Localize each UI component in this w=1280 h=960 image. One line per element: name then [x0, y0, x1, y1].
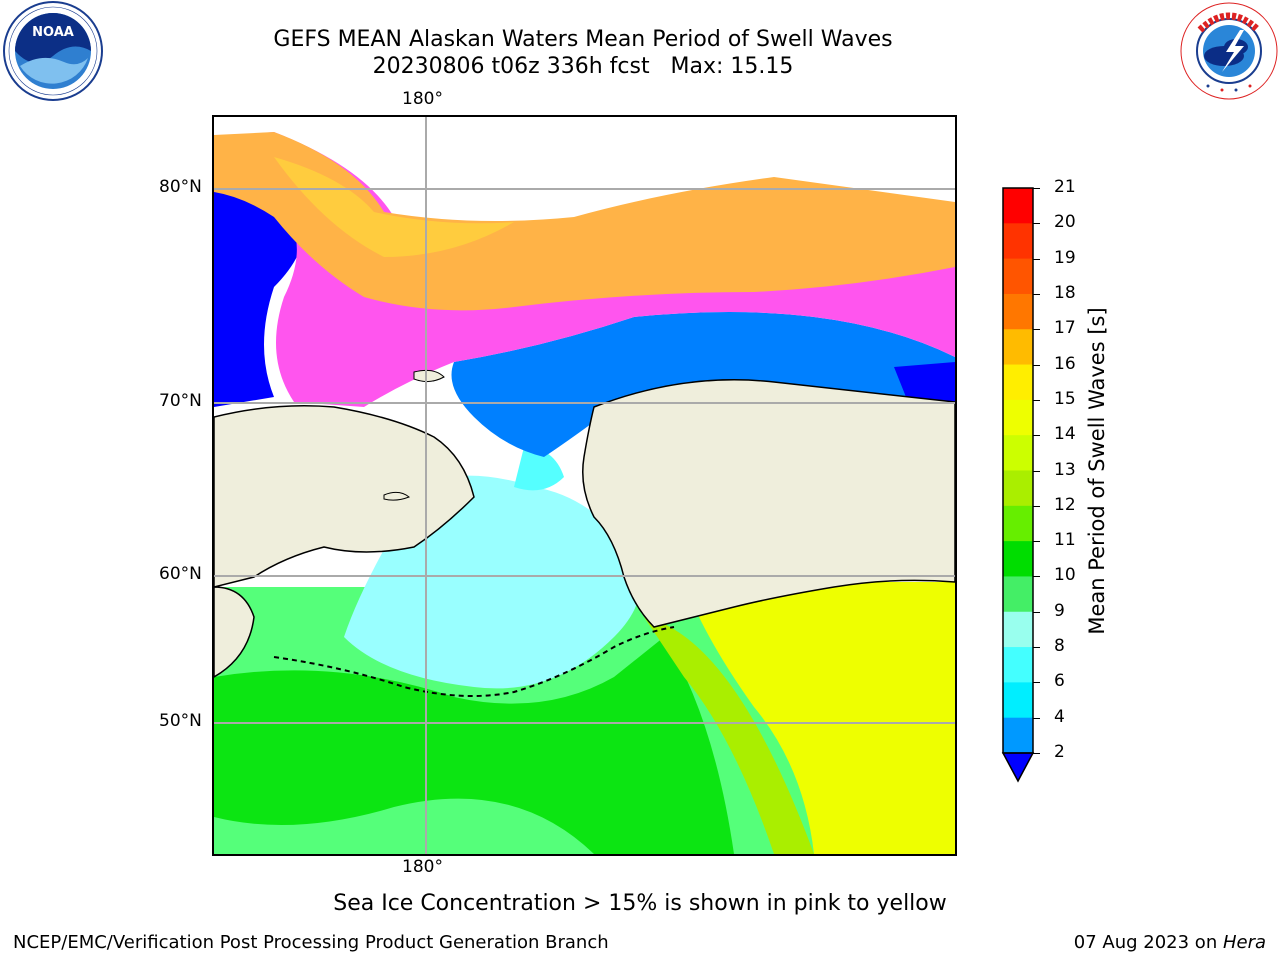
land-st-lawrence — [383, 491, 410, 501]
colorbar-segment — [1003, 258, 1033, 295]
noaa-logo: NOAA — [2, 0, 104, 102]
chart-title: GEFS MEAN Alaskan Waters Mean Period of … — [273, 27, 893, 52]
colorbar-tick-label: 12 — [1054, 494, 1076, 515]
colorbar-tick-mark — [1033, 364, 1040, 366]
aleutian-islands — [273, 626, 675, 697]
colorbar-tick-mark — [1033, 647, 1040, 649]
colorbar-tick-label: 9 — [1054, 600, 1065, 621]
colorbar-tick-label: 14 — [1054, 424, 1076, 445]
ocean-green-dark-patches — [214, 637, 734, 854]
colorbar-tick-label: 20 — [1054, 212, 1076, 233]
colorbar-label: Mean Period of Swell Waves [s] — [1085, 307, 1109, 635]
colorbar-segment — [1003, 329, 1033, 366]
colorbar-tick-mark — [1033, 435, 1040, 437]
land-kamchatka — [214, 586, 255, 678]
colorbar-segment — [1003, 576, 1033, 613]
colorbar-segment — [1003, 435, 1033, 471]
colorbar — [1001, 187, 1035, 783]
map-panel — [212, 115, 957, 856]
colorbar-tick-mark — [1033, 682, 1040, 684]
colorbar-tick-mark — [1033, 753, 1040, 754]
colorbar-tick-label: 6 — [1054, 671, 1065, 692]
colorbar-tick-label: 2 — [1054, 742, 1065, 762]
arctic-darkblue-west — [214, 177, 306, 407]
lon-label-bottom: 180° — [402, 857, 443, 877]
colorbar-tick-mark — [1033, 258, 1040, 260]
colorbar-tick-mark — [1033, 223, 1040, 225]
colorbar-extend-triangle — [1001, 752, 1035, 783]
footer-date: 07 Aug 2023 on Hera — [1074, 932, 1266, 953]
lat-label-80: 80°N — [159, 177, 202, 197]
colorbar-tick-mark — [1033, 293, 1040, 295]
footer-host: Hera — [1222, 932, 1266, 953]
lat-label-50: 50°N — [159, 711, 202, 731]
colorbar-tick-label: 16 — [1054, 353, 1076, 374]
colorbar-segment — [1003, 223, 1033, 260]
footer-credit: NCEP/EMC/Verification Post Processing Pr… — [13, 932, 609, 953]
sea-ice-caption: Sea Ice Concentration > 15% is shown in … — [333, 891, 947, 916]
colorbar-segment — [1003, 364, 1033, 401]
chart-subtitle: 20230806 t06z 336h fcst Max: 15.15 — [372, 54, 794, 79]
colorbar-tick-label: 21 — [1054, 177, 1076, 197]
sea-ice-yellow — [274, 157, 514, 257]
colorbar-tick-mark — [1033, 505, 1040, 507]
bering-strait-cyan — [514, 447, 564, 491]
colorbar-tick-mark — [1033, 611, 1040, 613]
ocean-yellowgreen-transition — [644, 617, 814, 854]
lon-label-top: 180° — [402, 89, 443, 109]
colorbar-segment — [1003, 717, 1033, 754]
colorbar-tick-mark — [1033, 717, 1040, 719]
land-alaska — [582, 379, 955, 628]
colorbar-segment — [1003, 541, 1033, 577]
sea-ice-orange — [214, 132, 955, 311]
colorbar-segment — [1003, 188, 1033, 224]
colorbar-tick-label: 17 — [1054, 318, 1076, 339]
colorbar-tick-mark — [1033, 576, 1040, 578]
colorbar-tick-label: 15 — [1054, 388, 1076, 409]
graticule — [214, 117, 955, 854]
colorbar-tick-mark — [1033, 188, 1040, 189]
colorbar-tick-label: 11 — [1054, 530, 1076, 551]
colorbar-segment — [1003, 470, 1033, 507]
footer-date-text: 07 Aug 2023 on — [1073, 932, 1223, 953]
land-siberia — [214, 405, 475, 588]
colorbar-tick-label: 13 — [1054, 459, 1076, 480]
nws-logo — [1178, 0, 1280, 102]
colorbar-tick-mark — [1033, 329, 1040, 331]
colorbar-segment — [1003, 505, 1033, 542]
colorbar-tick-label: 18 — [1054, 282, 1076, 303]
colorbar-tick-mark — [1033, 399, 1040, 401]
colorbar-tick-mark — [1033, 541, 1040, 543]
colorbar-segment — [1003, 293, 1033, 330]
colorbar-segment — [1003, 647, 1033, 683]
colorbar-tick-label: 4 — [1054, 706, 1065, 727]
colorbar-tick-label: 19 — [1054, 247, 1076, 268]
colorbar-segment — [1003, 399, 1033, 436]
colorbar-tick-label: 8 — [1054, 636, 1065, 657]
colorbar-segment — [1003, 682, 1033, 719]
lat-label-60: 60°N — [159, 564, 202, 584]
colorbar-tick-mark — [1033, 470, 1040, 472]
noaa-logo-text: NOAA — [32, 25, 74, 40]
colorbar-tick-label: 10 — [1054, 565, 1076, 586]
colorbar-segment — [1003, 611, 1033, 648]
ocean-yellow-region — [684, 582, 955, 854]
lat-label-70: 70°N — [159, 391, 202, 411]
